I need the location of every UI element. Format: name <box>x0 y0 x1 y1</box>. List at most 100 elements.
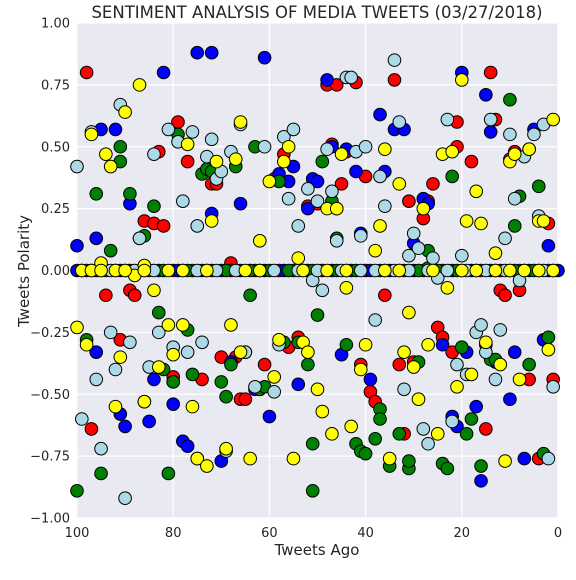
data-point <box>378 199 392 213</box>
data-point <box>286 451 301 466</box>
data-point <box>180 154 195 169</box>
data-point <box>281 139 296 154</box>
data-point <box>416 422 431 436</box>
data-point <box>180 137 195 152</box>
data-point <box>353 362 368 377</box>
data-point <box>305 483 320 498</box>
data-point <box>204 45 219 60</box>
data-point <box>243 288 257 303</box>
data-point <box>281 191 296 206</box>
data-point <box>301 201 315 216</box>
data-point <box>89 231 104 246</box>
data-point <box>156 219 171 233</box>
data-point <box>108 399 123 414</box>
data-point <box>387 73 402 87</box>
data-point <box>507 191 522 206</box>
data-point <box>118 263 132 278</box>
data-point <box>479 422 493 436</box>
data-point <box>296 263 310 278</box>
data-point <box>147 199 161 213</box>
data-point <box>113 350 128 364</box>
data-point <box>127 288 142 303</box>
data-point <box>108 122 123 137</box>
data-point <box>440 112 455 127</box>
data-point <box>421 436 435 451</box>
data-point <box>373 219 387 233</box>
data-point <box>344 419 358 434</box>
data-point <box>402 248 416 263</box>
data-point <box>310 194 325 208</box>
y-tick-label: −0.25 <box>30 326 70 341</box>
data-point <box>455 263 469 278</box>
data-points <box>70 45 565 506</box>
data-point <box>450 380 464 394</box>
x-axis-label: Tweets Ago <box>274 541 360 559</box>
data-point <box>517 451 532 466</box>
x-axis-ticks: 100 80 60 40 20 0 <box>65 526 563 541</box>
data-point <box>200 459 214 473</box>
data-point <box>147 283 161 298</box>
data-point <box>373 169 387 184</box>
data-point <box>440 281 455 295</box>
data-point <box>522 357 536 372</box>
data-point <box>156 65 171 80</box>
x-tick-label: 40 <box>357 526 374 541</box>
data-point <box>416 201 431 216</box>
data-point <box>368 243 383 258</box>
data-point <box>267 384 282 399</box>
data-point <box>488 372 503 387</box>
data-point <box>315 404 330 419</box>
data-point <box>339 337 354 352</box>
data-point <box>161 466 176 481</box>
data-point <box>200 263 214 278</box>
data-point <box>522 142 536 157</box>
data-point <box>455 248 469 263</box>
data-point <box>474 216 488 231</box>
data-point <box>498 454 512 468</box>
data-point <box>94 263 108 278</box>
data-point <box>70 320 84 335</box>
data-point <box>483 125 498 139</box>
data-point <box>411 241 426 256</box>
data-point <box>267 370 282 384</box>
data-point <box>392 177 407 191</box>
data-point <box>248 380 262 394</box>
data-point <box>79 65 94 80</box>
data-point <box>142 414 156 429</box>
data-point <box>392 427 407 441</box>
x-tick-label: 80 <box>165 526 182 541</box>
data-point <box>344 70 358 85</box>
data-point <box>118 105 132 119</box>
data-point <box>397 382 411 397</box>
data-point <box>137 394 152 409</box>
data-point <box>228 152 243 166</box>
data-point <box>469 263 484 278</box>
data-point <box>373 412 387 426</box>
data-point <box>349 164 363 179</box>
data-point <box>99 288 113 303</box>
data-point <box>291 219 306 233</box>
data-point <box>195 335 209 350</box>
data-point <box>363 372 378 387</box>
data-point <box>426 177 440 191</box>
y-tick-label: 0.00 <box>41 264 70 279</box>
data-point <box>161 318 176 332</box>
data-point <box>70 238 84 253</box>
data-point <box>190 45 205 60</box>
data-point <box>503 392 517 407</box>
data-point <box>445 414 459 429</box>
data-point <box>445 169 459 184</box>
y-tick-label: 1.00 <box>41 17 70 32</box>
data-point <box>151 360 166 374</box>
data-point <box>320 73 334 87</box>
data-point <box>421 337 435 352</box>
y-tick-label: −1.00 <box>30 512 70 527</box>
data-point <box>378 142 392 157</box>
data-point <box>185 367 200 382</box>
data-point <box>435 337 450 352</box>
data-point <box>209 154 224 169</box>
y-tick-label: 0.50 <box>41 140 70 155</box>
data-point <box>70 483 84 498</box>
data-point <box>132 78 147 92</box>
data-point <box>325 184 339 199</box>
